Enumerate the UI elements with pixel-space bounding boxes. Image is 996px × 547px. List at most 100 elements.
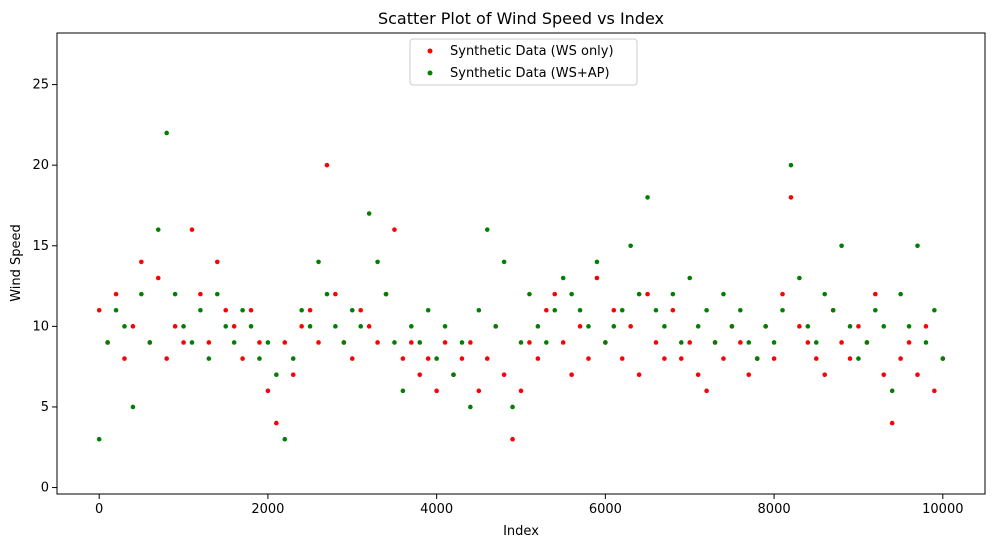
data-point: [923, 340, 929, 345]
data-point: [282, 340, 288, 345]
data-point: [932, 388, 937, 394]
data-point: [240, 356, 245, 361]
data-point: [738, 340, 743, 345]
data-point: [189, 340, 195, 345]
data-point: [105, 340, 110, 345]
data-point: [670, 291, 676, 297]
data-point: [915, 372, 920, 378]
data-point: [358, 324, 364, 329]
legend-marker-ws-ap: [427, 70, 433, 76]
data-point: [780, 291, 785, 297]
data-point: [932, 307, 937, 313]
data-point: [518, 388, 524, 394]
legend-label-ws-ap: Synthetic Data (WS+AP): [450, 66, 610, 81]
data-point: [746, 372, 752, 378]
data-point: [122, 324, 127, 329]
data-point: [409, 324, 414, 329]
data-point: [476, 307, 482, 313]
data-point: [231, 324, 237, 329]
y-tick-label: 0: [41, 481, 49, 496]
data-point: [889, 420, 895, 426]
y-tick-label: 15: [32, 239, 49, 254]
data-point: [349, 307, 355, 313]
legend-marker-ws-only: [427, 48, 433, 54]
data-point: [712, 340, 718, 345]
data-point: [113, 307, 119, 313]
data-point: [392, 340, 397, 345]
data-point: [468, 404, 473, 410]
data-point: [248, 324, 254, 329]
data-point: [856, 356, 861, 361]
data-point: [915, 243, 920, 249]
data-point: [695, 324, 701, 329]
data-point: [687, 275, 693, 281]
data-point: [527, 340, 532, 345]
data-point: [704, 388, 709, 394]
data-point: [518, 340, 524, 345]
data-point: [586, 324, 591, 329]
x-tick-label: 6000: [589, 502, 622, 517]
data-point: [366, 324, 372, 329]
data-point: [552, 291, 558, 297]
y-tick-label: 25: [32, 78, 49, 93]
data-point: [459, 356, 465, 361]
data-point: [198, 307, 203, 313]
data-point: [805, 324, 811, 329]
data-point: [603, 340, 608, 345]
data-point: [324, 162, 330, 168]
data-point: [906, 324, 912, 329]
data-point: [274, 372, 279, 378]
data-point: [316, 340, 321, 345]
data-point: [198, 291, 203, 297]
data-point: [678, 340, 684, 345]
data-point: [299, 307, 304, 313]
data-point: [324, 291, 330, 297]
data-point: [721, 291, 726, 297]
data-point: [434, 388, 439, 394]
data-point: [139, 259, 144, 265]
data-point: [873, 307, 878, 313]
data-point: [383, 291, 389, 297]
data-point: [316, 259, 321, 265]
data-point: [889, 388, 895, 394]
data-point: [274, 420, 279, 426]
legend: Synthetic Data (WS only) Synthetic Data …: [409, 38, 638, 86]
data-point: [155, 227, 161, 232]
data-point: [299, 324, 304, 329]
data-point: [290, 356, 296, 361]
data-point: [206, 356, 212, 361]
data-point: [940, 356, 946, 361]
data-point: [375, 340, 380, 345]
data-point: [425, 307, 431, 313]
data-point: [813, 340, 819, 345]
y-axis: 0 5 10 15 20 25: [32, 78, 57, 496]
data-point: [451, 372, 456, 378]
data-point: [417, 372, 423, 378]
data-point: [704, 307, 709, 313]
data-point: [653, 340, 659, 345]
x-tick-label: 8000: [758, 502, 791, 517]
data-point: [130, 324, 136, 329]
y-tick-label: 10: [32, 319, 49, 334]
data-point: [122, 356, 127, 361]
data-point: [611, 307, 617, 313]
data-point: [181, 340, 186, 345]
data-point: [510, 436, 515, 442]
data-point: [619, 307, 625, 313]
data-point: [231, 340, 237, 345]
data-point: [535, 324, 541, 329]
data-point: [662, 324, 667, 329]
data-point: [577, 307, 583, 313]
data-point: [653, 307, 659, 313]
x-tick-label: 0: [95, 502, 103, 517]
x-axis-title: Index: [503, 524, 539, 539]
data-point: [552, 307, 558, 313]
data-point: [476, 388, 482, 394]
data-point: [797, 275, 802, 281]
data-point: [282, 436, 288, 442]
y-tick-label: 20: [32, 158, 49, 173]
data-point: [594, 259, 600, 265]
data-point: [830, 307, 836, 313]
data-point: [577, 324, 583, 329]
data-point: [484, 227, 490, 232]
